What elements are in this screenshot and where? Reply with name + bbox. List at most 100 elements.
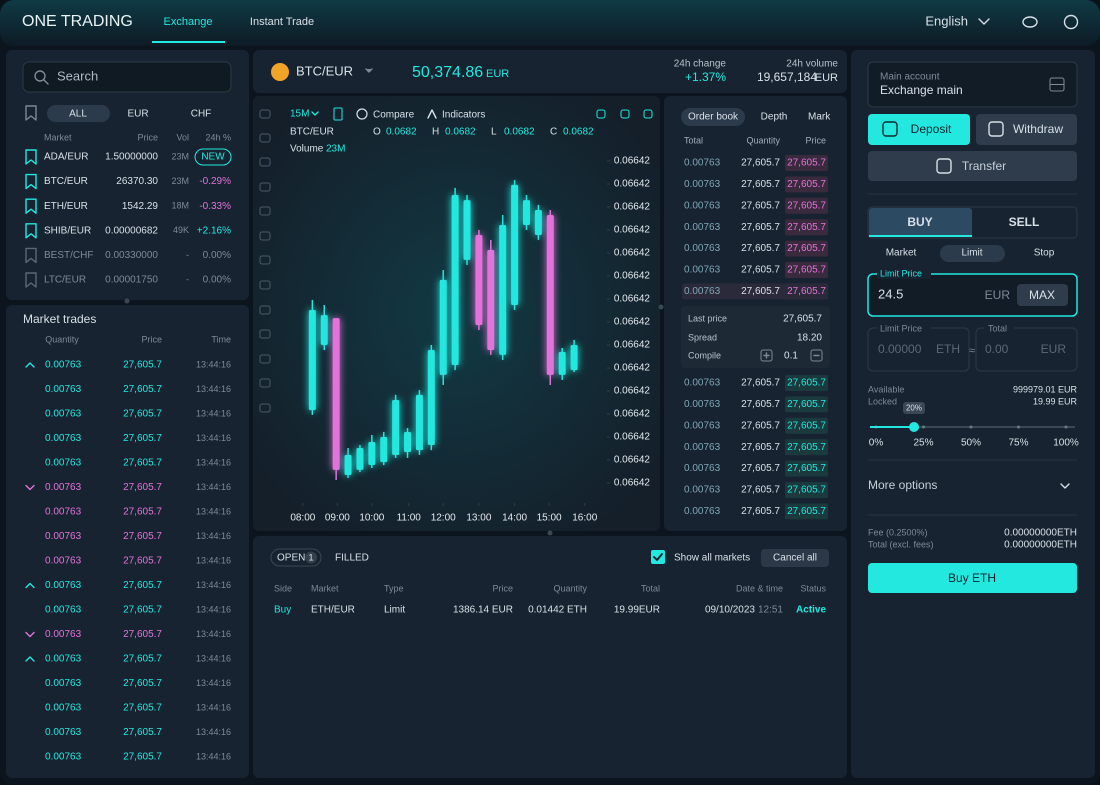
order-date: 09/10/2023: [705, 605, 755, 616]
bookmark-icon: [25, 272, 37, 288]
book-quantity: 27,605.7: [741, 265, 780, 276]
book-quantity: 27,605.7: [741, 179, 780, 190]
tool-icon[interactable]: [259, 133, 271, 143]
tool-icon[interactable]: [259, 280, 271, 290]
y-tick-label: 0.06642: [614, 363, 651, 374]
more-options[interactable]: More options: [868, 478, 937, 492]
market-change: +2.16%: [197, 225, 231, 236]
book-tab[interactable]: Depth: [761, 112, 788, 123]
trade-price: 27,605.7: [123, 752, 162, 763]
tool-icon[interactable]: [259, 378, 271, 388]
ticker-pair[interactable]: BTC/EUR: [296, 63, 353, 78]
tool-icon[interactable]: [259, 109, 271, 119]
market-pair[interactable]: BEST/CHF: [44, 250, 93, 261]
buy-tab[interactable]: [869, 208, 972, 237]
order-type-tab[interactable]: Limit: [961, 248, 982, 259]
book-total: 0.00763: [684, 485, 721, 496]
nav-link[interactable]: Instant Trade: [250, 16, 314, 28]
plus-button[interactable]: [760, 349, 773, 362]
market-tab[interactable]: ALL: [69, 109, 87, 120]
y-tick-label: 0.06642: [614, 455, 651, 466]
tab-pill[interactable]: [47, 105, 110, 122]
tool-icon[interactable]: [259, 231, 271, 241]
chart-action[interactable]: [596, 109, 606, 119]
column-header: 24h %: [205, 132, 231, 142]
search-box[interactable]: [22, 61, 232, 93]
legend-value: 0.0682: [386, 127, 417, 138]
market-tab[interactable]: CHF: [191, 109, 212, 120]
chart-action[interactable]: [620, 109, 630, 119]
submit-button[interactable]: [868, 563, 1077, 593]
column-header: Quantity: [45, 334, 79, 344]
transfer-button[interactable]: [868, 151, 1077, 181]
orders-tab[interactable]: FILLED: [335, 553, 369, 564]
input-currency: ETH: [936, 342, 960, 356]
language[interactable]: English: [925, 13, 968, 28]
y-tick-label: 0.06642: [614, 179, 651, 190]
legend-key: H: [432, 127, 439, 138]
interval[interactable]: 15M: [290, 109, 309, 120]
cancel-button[interactable]: [761, 549, 829, 567]
candle-body: [522, 200, 530, 225]
tool-icon[interactable]: [259, 182, 271, 192]
transfer-icon: [936, 158, 952, 174]
tab-pill[interactable]: [270, 548, 322, 567]
chart-action[interactable]: [643, 109, 653, 119]
label-bg: [877, 324, 931, 334]
icon: [311, 111, 319, 116]
tool-icon[interactable]: [259, 255, 271, 265]
y-tick-label: 0.06642: [614, 409, 651, 420]
y-tick-label: 0.06642: [614, 271, 651, 282]
legend-key: C: [550, 127, 557, 138]
y-tick-label: 0.06642: [614, 317, 651, 328]
tool-icon[interactable]: [259, 305, 271, 315]
stat-label: 24h change: [674, 59, 727, 70]
market-pair[interactable]: ADA/EUR: [44, 152, 88, 163]
candle-body: [439, 279, 447, 375]
total-input[interactable]: [975, 327, 1078, 372]
chart-button[interactable]: Indicators: [442, 110, 485, 121]
nav-link[interactable]: Exchange: [164, 16, 213, 28]
market-change: -0.33%: [199, 201, 231, 212]
book-tab[interactable]: Order book: [688, 112, 739, 123]
order-type-tab[interactable]: Stop: [1034, 248, 1055, 259]
bookmark-icon: [25, 247, 37, 264]
slider-knob[interactable]: [909, 422, 919, 432]
book-total: 0.00763: [684, 265, 721, 276]
cancel-label: Cancel all: [773, 553, 817, 564]
eye-icon[interactable]: [1022, 16, 1038, 28]
market-pair[interactable]: ETH/EUR: [44, 201, 88, 212]
summary-label: Last price: [688, 313, 727, 323]
book-price: 27,605.7: [787, 243, 826, 254]
tool-icon[interactable]: [259, 206, 271, 216]
order-time: 12:51: [758, 605, 783, 616]
market-pair[interactable]: LTC/EUR: [44, 275, 86, 286]
user-icon[interactable]: [1063, 14, 1079, 30]
market-pair[interactable]: BTC/EUR: [44, 176, 88, 187]
market-tab[interactable]: EUR: [127, 109, 148, 120]
book-price: 27,605.7: [787, 222, 826, 233]
candle-body: [344, 454, 352, 475]
y-tick-label: 0.06642: [614, 225, 651, 236]
tool-icon[interactable]: [259, 157, 271, 167]
order-type-tab[interactable]: Market: [886, 248, 917, 259]
book-total: 0.00763: [684, 420, 721, 431]
tool-icon[interactable]: [259, 403, 271, 413]
book-tab[interactable]: Mark: [808, 112, 831, 123]
tool-icon[interactable]: [259, 329, 271, 339]
trade-quantity: 0.00763: [45, 556, 82, 567]
balance-label: Locked: [868, 396, 897, 406]
market-pair[interactable]: SHIB/EUR: [44, 225, 91, 236]
tab-pill[interactable]: [681, 108, 745, 126]
chart-button[interactable]: Compare: [373, 110, 415, 121]
max-button[interactable]: [1017, 284, 1068, 306]
ticker-price: 50,374.86: [412, 64, 483, 81]
tool-icon[interactable]: [259, 354, 271, 364]
trade-quantity: 0.00763: [45, 482, 82, 493]
account-box[interactable]: [867, 61, 1078, 108]
trade-price: 27,605.7: [123, 507, 162, 518]
minus-button[interactable]: [810, 349, 823, 362]
sell-label[interactable]: SELL: [1009, 215, 1040, 229]
